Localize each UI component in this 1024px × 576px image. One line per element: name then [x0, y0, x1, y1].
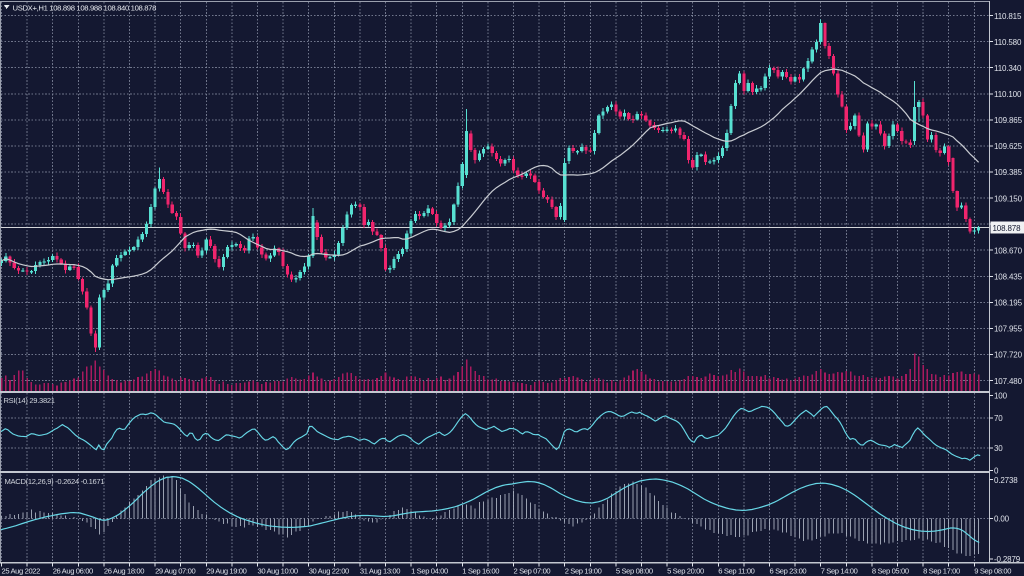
- svg-text:107.955: 107.955: [994, 325, 1023, 334]
- svg-text:31 Aug 13:00: 31 Aug 13:00: [360, 567, 400, 576]
- svg-text:110.100: 110.100: [994, 90, 1022, 99]
- svg-text:USDX+,H1 108.898 108.988 108.: USDX+,H1 108.898 108.988 108.840 108.878: [13, 4, 157, 13]
- svg-text:108.670: 108.670: [994, 246, 1023, 255]
- svg-text:30: 30: [994, 444, 1003, 453]
- svg-text:0.00: 0.00: [994, 515, 1010, 524]
- svg-text:108.878: 108.878: [993, 224, 1022, 233]
- svg-text:29 Aug 07:00: 29 Aug 07:00: [155, 567, 195, 576]
- svg-text:107.480: 107.480: [994, 377, 1023, 386]
- svg-text:26 Aug 18:00: 26 Aug 18:00: [104, 567, 144, 576]
- svg-text:6 Sep 23:00: 6 Sep 23:00: [770, 567, 807, 576]
- svg-text:109.625: 109.625: [994, 142, 1023, 151]
- svg-text:109.150: 109.150: [994, 194, 1023, 203]
- svg-text:100: 100: [994, 392, 1008, 401]
- svg-text:25 Aug 2022: 25 Aug 2022: [2, 567, 41, 576]
- svg-text:70: 70: [994, 414, 1003, 423]
- svg-text:108.435: 108.435: [994, 273, 1023, 282]
- svg-text:110.580: 110.580: [994, 38, 1022, 47]
- svg-text:8 Sep 05:00: 8 Sep 05:00: [872, 567, 909, 576]
- svg-text:26 Aug 06:00: 26 Aug 06:00: [53, 567, 93, 576]
- svg-text:1 Sep 04:00: 1 Sep 04:00: [411, 567, 448, 576]
- svg-text:MACD(12,26,9) -0.2624 -0.1671: MACD(12,26,9) -0.2624 -0.1671: [5, 477, 105, 486]
- svg-text:110.815: 110.815: [994, 12, 1022, 21]
- svg-text:-0.2879: -0.2879: [994, 555, 1021, 564]
- svg-text:110.340: 110.340: [994, 64, 1022, 73]
- svg-text:6 Sep 11:00: 6 Sep 11:00: [718, 567, 754, 576]
- svg-text:2 Sep 19:00: 2 Sep 19:00: [565, 567, 602, 576]
- svg-text:7 Sep 14:00: 7 Sep 14:00: [821, 567, 858, 576]
- svg-text:8 Sep 17:00: 8 Sep 17:00: [923, 567, 960, 576]
- svg-text:30 Aug 22:00: 30 Aug 22:00: [309, 567, 349, 576]
- svg-text:5 Sep 08:00: 5 Sep 08:00: [616, 567, 653, 576]
- svg-text:108.195: 108.195: [994, 299, 1023, 308]
- svg-text:30 Aug 10:00: 30 Aug 10:00: [258, 567, 298, 576]
- svg-text:109.865: 109.865: [994, 116, 1023, 125]
- svg-text:0: 0: [994, 467, 999, 476]
- svg-text:109.385: 109.385: [994, 168, 1023, 177]
- svg-text:29 Aug 19:00: 29 Aug 19:00: [206, 567, 246, 576]
- svg-text:0.2738: 0.2738: [994, 476, 1018, 485]
- svg-text:RSI(14) 29.3821: RSI(14) 29.3821: [4, 396, 55, 405]
- svg-text:1 Sep 16:00: 1 Sep 16:00: [462, 567, 499, 576]
- svg-text:2 Sep 07:00: 2 Sep 07:00: [514, 567, 551, 576]
- svg-text:107.720: 107.720: [994, 351, 1023, 360]
- svg-text:9 Sep 08:00: 9 Sep 08:00: [974, 567, 1011, 576]
- svg-text:5 Sep 20:00: 5 Sep 20:00: [667, 567, 704, 576]
